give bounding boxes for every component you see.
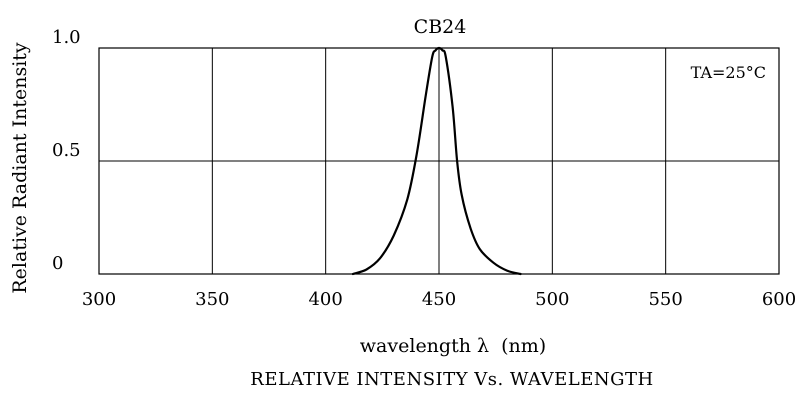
chart-title: CB24 — [414, 16, 467, 38]
x-tick-label-450: 450 — [422, 289, 456, 310]
series-line-cb24 — [351, 46, 522, 276]
x-tick-label-300: 300 — [82, 289, 116, 310]
x-tick-label-400: 400 — [308, 289, 342, 310]
y-tick-labels: 0 0.5 1.0 — [52, 27, 81, 274]
x-tick-label-600: 600 — [762, 289, 796, 310]
x-tick-label-550: 550 — [648, 289, 682, 310]
x-axis-label: wavelength λ (nm) — [360, 335, 546, 357]
x-tick-label-500: 500 — [535, 289, 569, 310]
grid-lines — [98, 47, 780, 275]
y-tick-label-1: 1.0 — [52, 27, 81, 48]
x-tick-labels: 300 350 400 450 500 550 600 — [82, 289, 796, 310]
y-axis-label: Relative Radiant Intensity — [9, 42, 31, 294]
temperature-annotation: TA=25°C — [691, 63, 766, 82]
x-tick-label-350: 350 — [195, 289, 229, 310]
y-tick-label-0-5: 0.5 — [52, 140, 81, 161]
chart-subtitle: RELATIVE INTENSITY Vs. WAVELENGTH — [250, 369, 653, 390]
y-tick-label-0: 0 — [52, 253, 63, 274]
